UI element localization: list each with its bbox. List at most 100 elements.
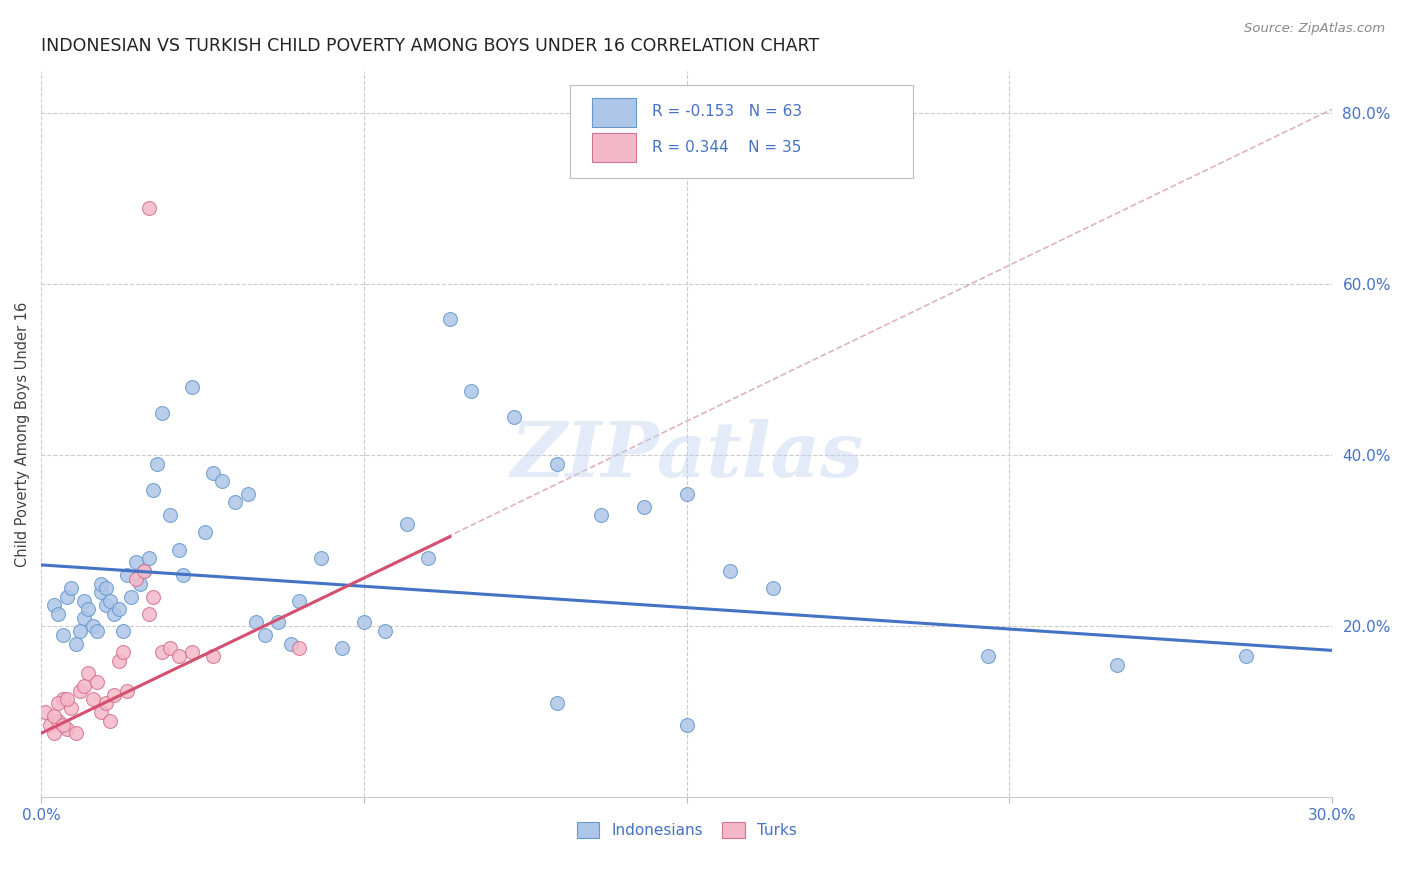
Point <box>374 624 396 638</box>
Point <box>82 619 104 633</box>
Point <box>52 692 75 706</box>
Point <box>65 636 87 650</box>
Legend: Indonesians, Turks: Indonesians, Turks <box>571 816 803 845</box>
Point <box>167 542 190 557</box>
Point <box>309 551 332 566</box>
Point <box>142 590 165 604</box>
Point <box>38 718 60 732</box>
Point <box>56 590 79 604</box>
Point <box>418 551 440 566</box>
Point <box>253 628 276 642</box>
Point <box>46 607 69 621</box>
Point <box>56 722 79 736</box>
Point <box>150 406 173 420</box>
Point <box>46 714 69 728</box>
Point <box>103 607 125 621</box>
Point <box>125 555 148 569</box>
Point <box>98 594 121 608</box>
Point <box>73 611 96 625</box>
Point <box>142 483 165 497</box>
Point <box>395 516 418 531</box>
Point <box>288 594 311 608</box>
Point <box>236 487 259 501</box>
Point <box>762 581 785 595</box>
Point <box>211 474 233 488</box>
Point <box>42 598 65 612</box>
Point <box>42 726 65 740</box>
Point <box>138 607 160 621</box>
Point <box>134 564 156 578</box>
Point <box>267 615 290 630</box>
Point <box>86 624 108 638</box>
Point <box>202 466 225 480</box>
Text: INDONESIAN VS TURKISH CHILD POVERTY AMONG BOYS UNDER 16 CORRELATION CHART: INDONESIAN VS TURKISH CHILD POVERTY AMON… <box>41 37 820 55</box>
Point <box>90 576 112 591</box>
Point <box>111 624 134 638</box>
Text: R = -0.153   N = 63: R = -0.153 N = 63 <box>652 104 801 119</box>
Point <box>977 649 1000 664</box>
Point <box>503 409 526 424</box>
Point <box>150 645 173 659</box>
Point <box>1234 649 1257 664</box>
Point <box>42 709 65 723</box>
Point <box>77 666 100 681</box>
Point <box>718 564 741 578</box>
Point <box>589 508 612 523</box>
Point <box>60 581 83 595</box>
Point <box>52 718 75 732</box>
Point <box>46 697 69 711</box>
Point <box>94 697 117 711</box>
Point <box>134 564 156 578</box>
Point <box>86 675 108 690</box>
Point <box>202 649 225 664</box>
Point <box>90 705 112 719</box>
Point <box>547 457 569 471</box>
Point <box>1105 657 1128 672</box>
Point <box>94 598 117 612</box>
Point <box>129 576 152 591</box>
Point <box>82 692 104 706</box>
Point <box>60 700 83 714</box>
Point <box>138 201 160 215</box>
Point <box>73 679 96 693</box>
Text: R = 0.344    N = 35: R = 0.344 N = 35 <box>652 140 801 155</box>
Point <box>103 688 125 702</box>
FancyBboxPatch shape <box>571 85 912 178</box>
Point <box>52 628 75 642</box>
Point <box>94 581 117 595</box>
Text: ZIPatlas: ZIPatlas <box>510 419 863 493</box>
Point <box>115 568 138 582</box>
Point <box>121 590 143 604</box>
Point <box>180 380 202 394</box>
Text: Source: ZipAtlas.com: Source: ZipAtlas.com <box>1244 22 1385 36</box>
Point <box>675 487 697 501</box>
Point <box>65 726 87 740</box>
Point <box>34 705 56 719</box>
Point <box>159 640 181 655</box>
Point <box>245 615 267 630</box>
Point <box>90 585 112 599</box>
Point <box>439 311 461 326</box>
Point <box>107 654 129 668</box>
Point <box>138 551 160 566</box>
Point <box>280 636 302 650</box>
Point <box>107 602 129 616</box>
FancyBboxPatch shape <box>592 97 637 127</box>
Point <box>115 683 138 698</box>
Point <box>460 384 482 399</box>
Point <box>77 602 100 616</box>
Point <box>180 645 202 659</box>
Point <box>146 457 169 471</box>
Point <box>194 525 217 540</box>
Point <box>125 573 148 587</box>
Point <box>224 495 246 509</box>
Point <box>69 624 91 638</box>
Point <box>73 594 96 608</box>
Point <box>547 697 569 711</box>
Point <box>633 500 655 514</box>
Point <box>111 645 134 659</box>
Point <box>159 508 181 523</box>
FancyBboxPatch shape <box>592 133 637 162</box>
Point <box>330 640 353 655</box>
Point <box>69 683 91 698</box>
